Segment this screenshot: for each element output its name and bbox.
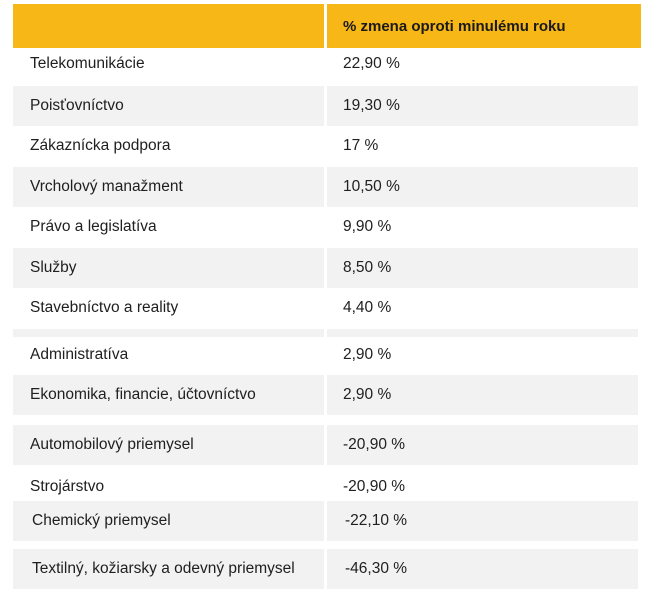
row-sector: Automobilový priemysel [30, 436, 194, 453]
row-separator [13, 329, 638, 337]
row-sector: Právo a legislatíva [30, 218, 157, 235]
table-row: Chemický priemysel -22,10 % [13, 501, 638, 541]
row-value: 8,50 % [343, 259, 392, 276]
table-row: Stavebníctvo a reality 4,40 % [13, 288, 638, 328]
row-value: -20,90 % [343, 478, 406, 495]
row-sector: Vrcholový manažment [30, 178, 183, 195]
row-value: 9,90 % [343, 218, 392, 235]
header-cell-sector [13, 4, 324, 48]
table-row: Vrcholový manažment 10,50 % [13, 167, 638, 207]
row-value: 19,30 % [343, 97, 400, 114]
table-row: Služby 8,50 % [13, 248, 638, 288]
row-sector: Strojárstvo [30, 478, 105, 495]
table-row: Ekonomika, financie, účtovníctvo 2,90 % [13, 375, 638, 415]
table-row: Strojárstvo -20,90 % [13, 467, 638, 507]
row-sector: Služby [30, 259, 77, 276]
row-sector: Stavebníctvo a reality [30, 299, 179, 316]
row-value: 22,90 % [343, 55, 400, 72]
table-row: Poisťovníctvo 19,30 % [13, 86, 638, 126]
row-value: 17 % [343, 137, 379, 154]
row-sector: Administratíva [30, 346, 129, 363]
row-value: 4,40 % [343, 299, 392, 316]
row-sector: Ekonomika, financie, účtovníctvo [30, 386, 256, 403]
row-sector: Telekomunikácie [30, 55, 145, 72]
salary-change-table: % zmena oproti minulému roku Telekomunik… [13, 4, 641, 589]
row-value: 10,50 % [343, 178, 400, 195]
header-cell-change: % zmena oproti minulému roku [327, 4, 641, 48]
table-row: Textilný, kožiarsky a odevný priemysel -… [13, 549, 638, 589]
row-value: 2,90 % [343, 346, 392, 363]
row-sector: Chemický priemysel [32, 512, 171, 529]
row-sector: Textilný, kožiarsky a odevný priemysel [32, 560, 295, 577]
row-value: -22,10 % [345, 512, 408, 529]
table-row: Zákaznícka podpora 17 % [13, 126, 638, 166]
table-row: Administratíva 2,90 % [13, 335, 638, 375]
row-sector: Zákaznícka podpora [30, 137, 171, 154]
row-sector: Poisťovníctvo [30, 97, 124, 114]
table-header: % zmena oproti minulému roku [13, 4, 641, 48]
table-row: Automobilový priemysel -20,90 % [13, 425, 638, 465]
row-value: -20,90 % [343, 436, 406, 453]
table-row: Telekomunikácie 22,90 % [13, 44, 638, 84]
table-row: Právo a legislatíva 9,90 % [13, 207, 638, 247]
row-value: -46,30 % [345, 560, 408, 577]
row-value: 2,90 % [343, 386, 392, 403]
